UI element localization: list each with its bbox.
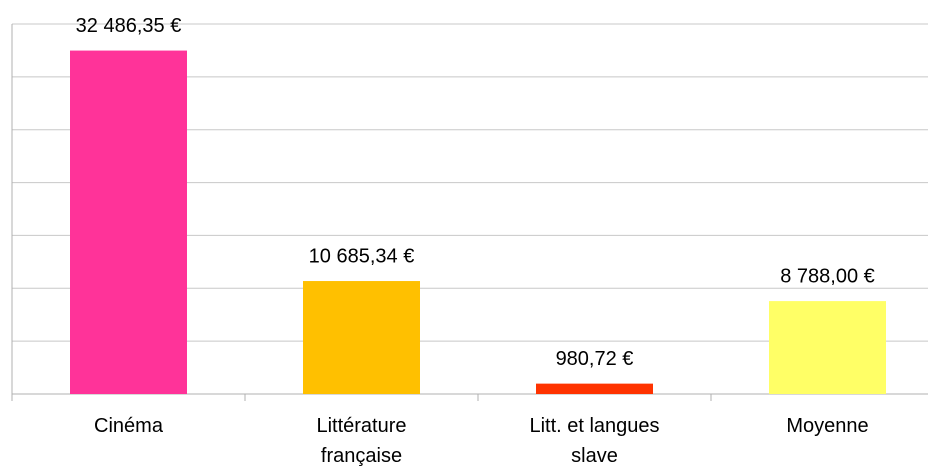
- bar: [70, 50, 187, 394]
- bar: [536, 383, 653, 394]
- bar: [303, 281, 420, 394]
- x-tick-label: Moyenne: [786, 415, 869, 437]
- x-tick-label: Cinéma: [94, 415, 163, 437]
- x-tick-label: Littérature française: [316, 415, 407, 466]
- data-label: 10 685,34 €: [309, 245, 415, 267]
- data-label: 32 486,35 €: [76, 15, 182, 37]
- data-label: 980,72 €: [556, 348, 634, 370]
- bar: [769, 301, 886, 394]
- x-tick-label: Litt. et langues slave: [529, 415, 660, 466]
- data-label: 8 788,00 €: [780, 265, 875, 287]
